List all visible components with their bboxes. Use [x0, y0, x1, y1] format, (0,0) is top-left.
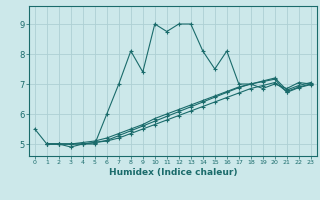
X-axis label: Humidex (Indice chaleur): Humidex (Indice chaleur) — [108, 168, 237, 177]
